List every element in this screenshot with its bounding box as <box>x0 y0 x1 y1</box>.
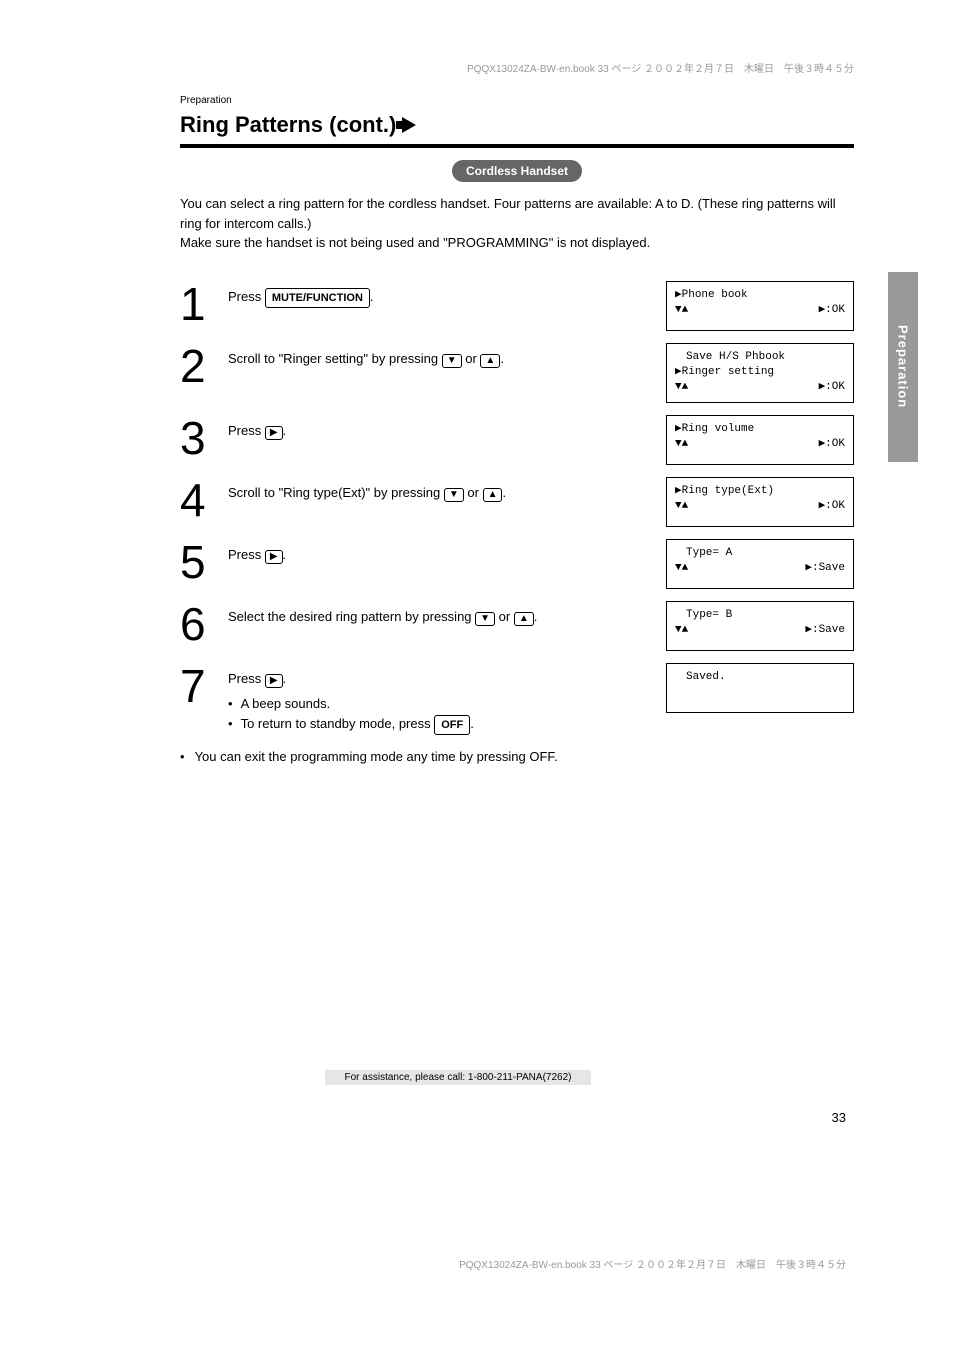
display-line: ▼▲▶:Save <box>675 623 845 638</box>
display-line: Saved. <box>675 670 845 685</box>
bullet: To return to standby mode, press OFF. <box>228 714 652 736</box>
cordless-handset-pill: Cordless Handset <box>452 160 582 182</box>
arrow-key-icon: ▲ <box>480 354 500 368</box>
step: 4 Scroll to "Ring type(Ext)" by pressing … <box>180 477 854 527</box>
display-line: Type= B <box>675 608 845 623</box>
display-line: ▶Phone book <box>675 288 845 303</box>
display-line: ▼▲▶:OK <box>675 303 845 318</box>
footnote: You can exit the programming mode any ti… <box>180 747 854 767</box>
lcd-display: ▶Ring volume▼▲▶:OK <box>666 415 854 465</box>
step: 7 Press ▶.A beep sounds.To return to stan… <box>180 663 854 736</box>
meta-top: PQQX13024ZA-BW-en.book 33 ページ ２００２年２月７日 … <box>180 60 854 75</box>
continue-arrow-icon <box>402 117 416 133</box>
arrow-key-icon: ▲ <box>483 488 503 502</box>
step: 1 Press MUTE/FUNCTION. ▶Phone book▼▲▶:OK <box>180 281 854 331</box>
page-header: Preparation <box>180 95 854 106</box>
step-text: Select the desired ring pattern by press… <box>228 601 652 627</box>
step: 2 Scroll to "Ringer setting" by pressing … <box>180 343 854 403</box>
step-number: 6 <box>180 601 214 647</box>
arrow-key-icon: ▶ <box>265 550 283 564</box>
step-number: 3 <box>180 415 214 461</box>
section-title-text: Ring Patterns (cont.) <box>180 112 396 138</box>
arrow-key-icon: ▼ <box>475 612 495 626</box>
page-number: 33 <box>832 1110 846 1125</box>
display-line: ▼▲▶:Save <box>675 561 845 576</box>
step-number: 1 <box>180 281 214 327</box>
footer-band-text: For assistance, please call: 1-800-211-P… <box>325 1070 592 1085</box>
meta-bottom: PQQX13024ZA-BW-en.book 33 ページ ２００２年２月７日 … <box>459 1256 846 1271</box>
step-text: Press ▶. <box>228 539 652 565</box>
step-body: Scroll to "Ring type(Ext)" by pressing ▼… <box>228 477 854 527</box>
intro-text: You can select a ring pattern for the co… <box>180 194 854 253</box>
lcd-display: ▶Phone book▼▲▶:OK <box>666 281 854 331</box>
step-body: Press ▶.A beep sounds.To return to stand… <box>228 663 854 736</box>
rule-thick <box>180 144 854 148</box>
step-text: Scroll to "Ringer setting" by pressing ▼… <box>228 343 652 369</box>
step-number: 2 <box>180 343 214 389</box>
arrow-key-icon: ▶ <box>265 674 283 688</box>
step-body: Select the desired ring pattern by press… <box>228 601 854 651</box>
arrow-key-icon: ▶ <box>265 426 283 440</box>
display-line: ▶Ring volume <box>675 422 845 437</box>
display-line: Save H/S Phbook <box>675 350 845 365</box>
step: 3 Press ▶. ▶Ring volume▼▲▶:OK <box>180 415 854 465</box>
display-line: ▶Ringer setting <box>675 365 845 380</box>
key-label: OFF <box>529 749 554 764</box>
display-line: ▼▲▶:OK <box>675 499 845 514</box>
step-text: Press ▶.A beep sounds.To return to stand… <box>228 663 652 736</box>
display-line: Type= A <box>675 546 845 561</box>
lcd-display: Type= A▼▲▶:Save <box>666 539 854 589</box>
step-text: Press MUTE/FUNCTION. <box>228 281 652 309</box>
section-title: Ring Patterns (cont.) <box>180 112 854 138</box>
page: PQQX13024ZA-BW-en.book 33 ページ ２００２年２月７日 … <box>0 0 954 827</box>
footer-band: For assistance, please call: 1-800-211-P… <box>290 1067 626 1085</box>
display-line: ▼▲▶:OK <box>675 437 845 452</box>
display-line: ▶Ring type(Ext) <box>675 484 845 499</box>
arrow-key-icon: ▲ <box>514 612 534 626</box>
step-body: Press ▶. Type= A▼▲▶:Save <box>228 539 854 589</box>
display-line: ▼▲▶:OK <box>675 380 845 395</box>
step: 5 Press ▶. Type= A▼▲▶:Save <box>180 539 854 589</box>
bullet-block: A beep sounds.To return to standby mode,… <box>228 694 652 735</box>
step-number: 4 <box>180 477 214 523</box>
step-body: Press ▶. ▶Ring volume▼▲▶:OK <box>228 415 854 465</box>
arrow-key-icon: ▼ <box>444 488 464 502</box>
step-text: Scroll to "Ring type(Ext)" by pressing ▼… <box>228 477 652 503</box>
lcd-display: Save H/S Phbook▶Ringer setting▼▲▶:OK <box>666 343 854 403</box>
arrow-key-icon: ▼ <box>442 354 462 368</box>
step-body: Press MUTE/FUNCTION. ▶Phone book▼▲▶:OK <box>228 281 854 331</box>
key-label: MUTE/FUNCTION <box>265 288 370 309</box>
lcd-display: Saved. <box>666 663 854 713</box>
steps-list: 1Press MUTE/FUNCTION.▶Phone book▼▲▶:OK2S… <box>180 281 854 736</box>
step-body: Scroll to "Ringer setting" by pressing ▼… <box>228 343 854 403</box>
lcd-display: Type= B▼▲▶:Save <box>666 601 854 651</box>
side-tab-preparation: Preparation <box>888 272 918 462</box>
step-number: 5 <box>180 539 214 585</box>
bullet: A beep sounds. <box>228 694 652 714</box>
key-label: OFF <box>434 715 470 736</box>
step: 6 Select the desired ring pattern by pres… <box>180 601 854 651</box>
lcd-display: ▶Ring type(Ext)▼▲▶:OK <box>666 477 854 527</box>
step-text: Press ▶. <box>228 415 652 441</box>
step-number: 7 <box>180 663 214 709</box>
